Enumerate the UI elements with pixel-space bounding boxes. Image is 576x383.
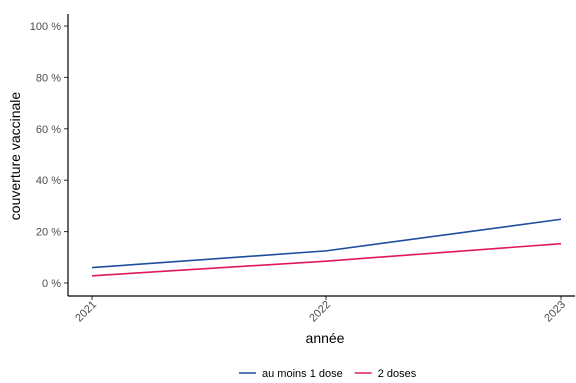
y-tick-label: 40 % bbox=[36, 175, 61, 187]
x-axis-ticks: 2021 2022 2023 bbox=[73, 296, 568, 324]
y-tick-label: 60 % bbox=[36, 124, 61, 136]
y-tick-label: 100 % bbox=[30, 21, 61, 33]
y-axis-ticks: 0 % 20 % 40 % 60 % 80 % 100 % bbox=[30, 21, 68, 290]
x-axis-title: année bbox=[306, 330, 345, 346]
legend-label: au moins 1 dose bbox=[262, 368, 343, 380]
y-axis-title: couverture vaccinale bbox=[7, 92, 23, 221]
series-line-2 bbox=[91, 242, 562, 277]
legend: au moins 1 dose 2 doses bbox=[239, 368, 417, 380]
series-line-1 bbox=[91, 218, 562, 269]
x-tick-label: 2021 bbox=[73, 299, 99, 325]
x-tick-label: 2022 bbox=[307, 299, 333, 325]
legend-label: 2 doses bbox=[378, 368, 417, 380]
y-tick-label: 80 % bbox=[36, 72, 61, 84]
x-tick-label: 2023 bbox=[542, 299, 568, 325]
y-tick-label: 20 % bbox=[36, 227, 61, 239]
series-lines bbox=[91, 218, 562, 277]
y-tick-label: 0 % bbox=[42, 278, 61, 290]
